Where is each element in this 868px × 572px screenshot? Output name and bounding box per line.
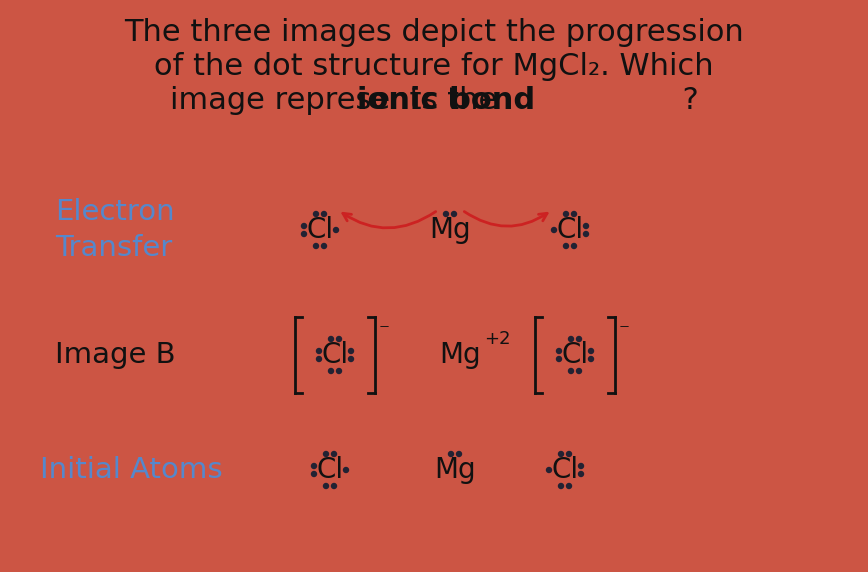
Circle shape [323, 451, 329, 457]
Circle shape [301, 223, 307, 229]
Circle shape [312, 243, 319, 249]
Circle shape [575, 336, 582, 342]
Text: Cl: Cl [306, 216, 333, 244]
Circle shape [311, 471, 317, 477]
Circle shape [316, 356, 322, 362]
Circle shape [328, 368, 334, 374]
Text: ⁻: ⁻ [379, 321, 390, 341]
Circle shape [332, 227, 339, 233]
Circle shape [321, 243, 327, 249]
Circle shape [566, 483, 572, 489]
Text: +2: +2 [484, 330, 510, 348]
Text: ⁻: ⁻ [619, 321, 630, 341]
Circle shape [348, 356, 354, 362]
Circle shape [568, 336, 575, 342]
Text: Cl: Cl [562, 341, 589, 369]
Circle shape [321, 211, 327, 217]
Circle shape [566, 451, 572, 457]
Circle shape [450, 211, 457, 217]
Circle shape [331, 451, 337, 457]
Circle shape [571, 243, 577, 249]
Circle shape [443, 211, 450, 217]
Circle shape [323, 483, 329, 489]
FancyArrowPatch shape [343, 212, 436, 228]
Circle shape [588, 356, 595, 362]
Circle shape [562, 211, 569, 217]
Circle shape [456, 451, 462, 457]
Circle shape [312, 211, 319, 217]
Circle shape [578, 463, 584, 469]
Circle shape [575, 368, 582, 374]
Text: ionic bond: ionic bond [357, 86, 536, 115]
Circle shape [562, 243, 569, 249]
Circle shape [551, 227, 557, 233]
Circle shape [556, 356, 562, 362]
Text: Cl: Cl [317, 456, 344, 484]
Circle shape [311, 463, 317, 469]
Text: Cl: Cl [321, 341, 349, 369]
Text: Image B: Image B [55, 341, 175, 369]
Text: Mg: Mg [429, 216, 470, 244]
FancyArrowPatch shape [464, 212, 547, 226]
Text: of the dot structure for MgCl₂. Which: of the dot structure for MgCl₂. Which [155, 52, 713, 81]
Circle shape [301, 231, 307, 237]
Circle shape [336, 368, 342, 374]
Circle shape [571, 211, 577, 217]
Circle shape [578, 471, 584, 477]
Text: Cl: Cl [551, 456, 579, 484]
Circle shape [558, 483, 564, 489]
Circle shape [331, 483, 337, 489]
Text: Mg: Mg [439, 341, 481, 369]
Circle shape [343, 467, 349, 473]
Text: Transfer: Transfer [55, 234, 172, 262]
Text: Mg: Mg [434, 456, 476, 484]
Circle shape [316, 348, 322, 354]
Text: Cl: Cl [556, 216, 583, 244]
Text: Initial Atoms: Initial Atoms [40, 456, 222, 484]
Circle shape [556, 348, 562, 354]
Circle shape [328, 336, 334, 342]
Circle shape [588, 348, 595, 354]
Circle shape [558, 451, 564, 457]
Text: Electron: Electron [55, 198, 174, 226]
Circle shape [336, 336, 342, 342]
Circle shape [546, 467, 552, 473]
Circle shape [348, 348, 354, 354]
Circle shape [568, 368, 575, 374]
Circle shape [448, 451, 454, 457]
Circle shape [582, 223, 589, 229]
Circle shape [582, 231, 589, 237]
Text: The three images depict the progression: The three images depict the progression [124, 18, 744, 47]
Text: image represents the                   ?: image represents the ? [169, 86, 699, 115]
